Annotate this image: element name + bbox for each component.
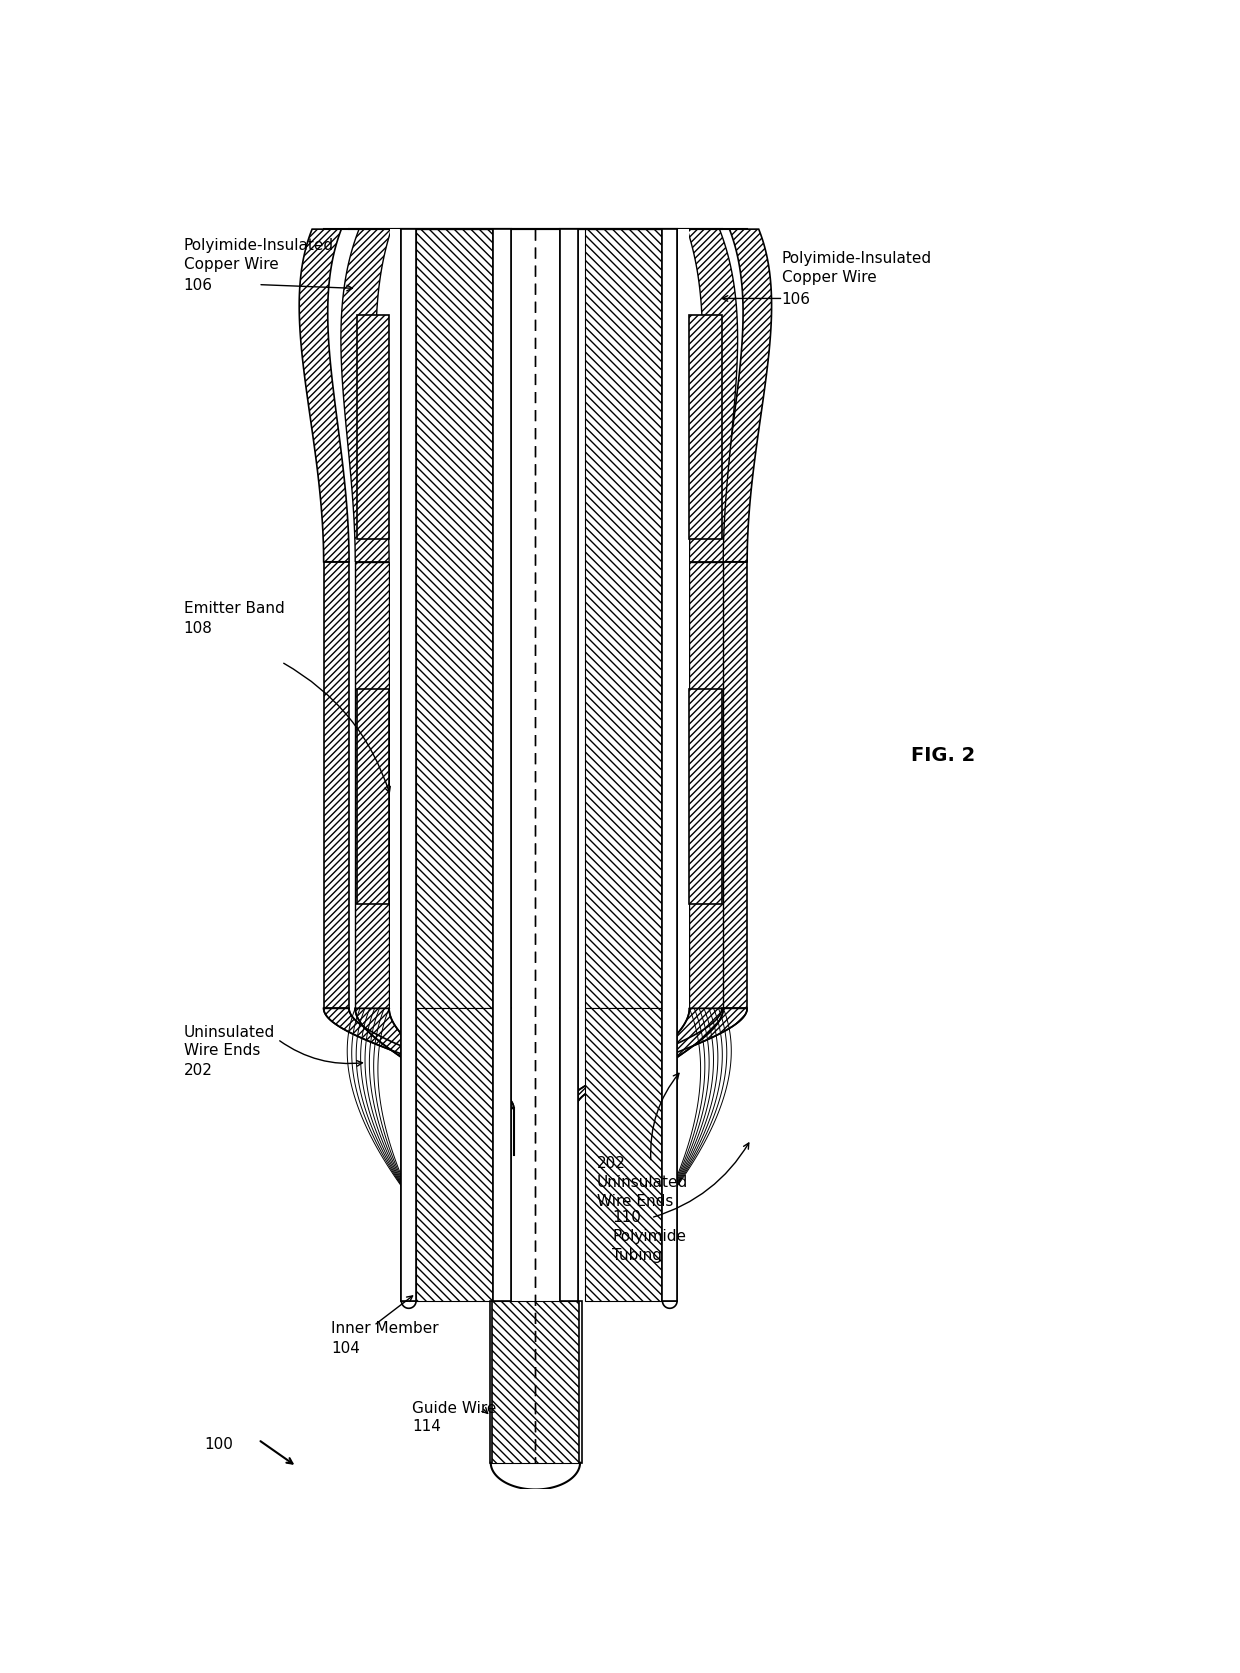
Bar xyxy=(402,229,417,1302)
Bar xyxy=(357,689,389,905)
Bar xyxy=(662,1009,677,1302)
Bar xyxy=(417,229,494,1009)
Bar xyxy=(662,1009,663,1302)
Text: 114: 114 xyxy=(412,1419,441,1434)
Text: 202: 202 xyxy=(184,1062,212,1077)
Bar xyxy=(560,229,578,1009)
Polygon shape xyxy=(614,1009,723,1109)
Polygon shape xyxy=(341,229,392,562)
Bar xyxy=(585,229,662,1009)
Text: Emitter Band: Emitter Band xyxy=(184,601,284,616)
Text: 106: 106 xyxy=(184,278,212,293)
Text: Uninsulated: Uninsulated xyxy=(596,1174,688,1190)
Text: Tubing: Tubing xyxy=(613,1248,662,1263)
Text: 202: 202 xyxy=(596,1154,626,1169)
Bar xyxy=(402,229,417,1009)
Bar xyxy=(662,229,677,1009)
Bar xyxy=(494,229,511,1302)
Text: 108: 108 xyxy=(184,621,212,636)
Bar xyxy=(324,562,350,1009)
Text: Wire Ends: Wire Ends xyxy=(184,1042,260,1057)
Bar xyxy=(491,1302,580,1462)
Text: 100: 100 xyxy=(205,1435,233,1450)
Bar xyxy=(357,316,389,539)
Bar xyxy=(689,562,723,1009)
Text: Guide Wire: Guide Wire xyxy=(412,1400,496,1415)
Text: Inner Member: Inner Member xyxy=(331,1320,439,1335)
Bar xyxy=(689,316,722,539)
Bar xyxy=(585,1009,662,1302)
Bar xyxy=(678,229,688,1009)
Bar xyxy=(662,229,677,1009)
Polygon shape xyxy=(564,1009,748,1109)
Bar xyxy=(402,229,417,1009)
Polygon shape xyxy=(687,229,738,562)
Bar xyxy=(389,229,401,1009)
Polygon shape xyxy=(299,229,350,562)
Bar xyxy=(560,1009,578,1302)
Text: Polyimide-Insulated: Polyimide-Insulated xyxy=(781,251,932,266)
Bar xyxy=(415,1009,417,1302)
Bar xyxy=(722,562,748,1009)
Bar xyxy=(560,229,578,1302)
Text: 106: 106 xyxy=(781,291,811,306)
Text: Copper Wire: Copper Wire xyxy=(781,269,877,284)
Polygon shape xyxy=(324,1009,513,1109)
Text: Wire Ends: Wire Ends xyxy=(596,1193,673,1208)
Bar xyxy=(689,689,722,905)
Bar xyxy=(417,1009,494,1302)
Bar xyxy=(402,1009,417,1302)
Bar xyxy=(494,229,511,1009)
Bar xyxy=(494,1009,511,1302)
Text: 104: 104 xyxy=(331,1340,361,1355)
Text: FIG. 2: FIG. 2 xyxy=(911,746,976,765)
Text: Polyimide-Insulated: Polyimide-Insulated xyxy=(184,238,334,253)
Text: Copper Wire: Copper Wire xyxy=(184,256,278,271)
Bar xyxy=(355,562,389,1009)
Text: 110: 110 xyxy=(613,1210,641,1225)
Bar xyxy=(579,1302,582,1462)
Text: Uninsulated: Uninsulated xyxy=(184,1024,275,1039)
Bar xyxy=(490,1302,492,1462)
Bar xyxy=(662,229,677,1302)
Text: Polyimide: Polyimide xyxy=(613,1228,687,1243)
Polygon shape xyxy=(355,1009,465,1109)
Polygon shape xyxy=(722,229,771,562)
